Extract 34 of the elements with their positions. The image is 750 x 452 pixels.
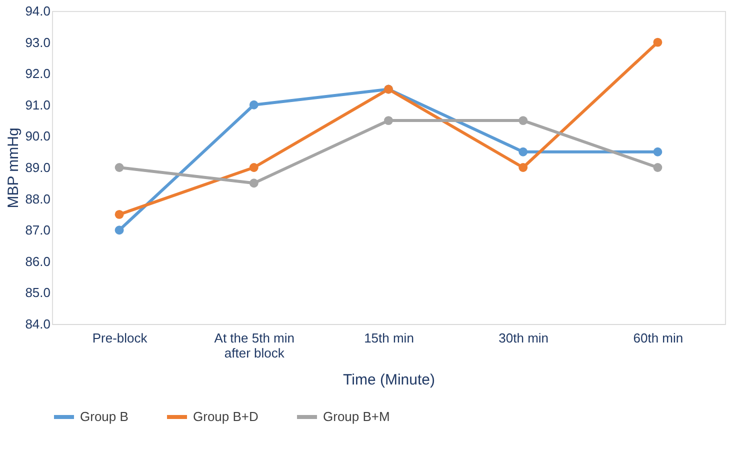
point [249,178,258,188]
y-tick-label: 93.0 [25,34,50,50]
x-tick-label: 60th min [633,330,684,346]
x-tick-label: 30th min [498,330,549,346]
point [653,147,662,156]
y-tick-label: 92.0 [25,66,50,82]
point [518,163,528,172]
y-tick-label: 94.0 [25,4,50,18]
y-tick-label: 85.0 [25,285,50,300]
legend-label: Group B+D [193,409,258,424]
y-tick-label: 84.0 [25,316,50,332]
y-tick-label: 91.0 [25,97,50,112]
legend-label: Group B [80,409,128,424]
point [114,226,124,235]
legend-label: Group B+M [323,409,390,424]
point [114,163,124,172]
y-tick-label: 87.0 [25,222,50,238]
x-axis-title: Time (Minute) [343,372,435,388]
y-axis-title: MBP mmHg [5,128,22,208]
y-tick-label: 86.0 [25,254,50,269]
point [653,38,662,47]
y-tick-label: 89.0 [25,160,50,175]
x-tick-label: At the 5th min after block [214,330,295,360]
point [384,116,393,126]
y-tick-label: 88.0 [25,191,50,206]
point [114,210,124,219]
point [518,147,528,156]
point [249,163,258,172]
x-tick-label: 15th min [364,330,414,346]
point [518,116,528,126]
y-tick-label: 90.0 [25,128,50,144]
point [249,100,258,110]
point [653,163,662,172]
x-tick-label: Pre-block [92,330,148,346]
